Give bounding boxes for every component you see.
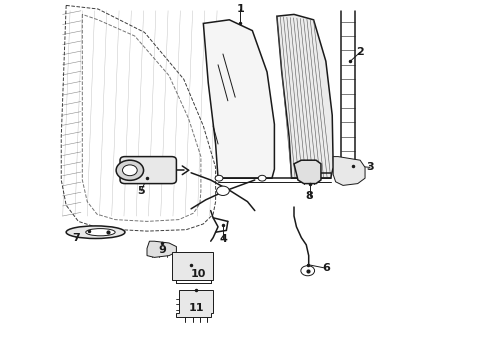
Circle shape (116, 160, 144, 180)
Text: 4: 4 (219, 234, 227, 244)
Text: 3: 3 (366, 162, 374, 172)
Polygon shape (147, 241, 176, 257)
Text: 8: 8 (306, 191, 314, 201)
Ellipse shape (66, 226, 125, 238)
FancyBboxPatch shape (172, 252, 213, 280)
Circle shape (215, 175, 223, 181)
Polygon shape (203, 20, 274, 178)
Text: 11: 11 (188, 303, 204, 313)
Text: 1: 1 (236, 4, 244, 14)
Circle shape (217, 186, 229, 195)
Polygon shape (176, 290, 213, 317)
Text: 9: 9 (159, 245, 167, 255)
FancyBboxPatch shape (120, 157, 176, 184)
Text: 2: 2 (356, 47, 364, 57)
Text: 10: 10 (191, 269, 206, 279)
Polygon shape (277, 14, 333, 178)
Circle shape (258, 175, 266, 181)
Text: 5: 5 (137, 186, 145, 196)
Polygon shape (294, 160, 321, 184)
Text: 7: 7 (72, 233, 80, 243)
Text: 6: 6 (322, 263, 330, 273)
Circle shape (301, 266, 315, 276)
Polygon shape (333, 157, 365, 185)
Ellipse shape (86, 229, 115, 236)
Circle shape (122, 165, 137, 176)
